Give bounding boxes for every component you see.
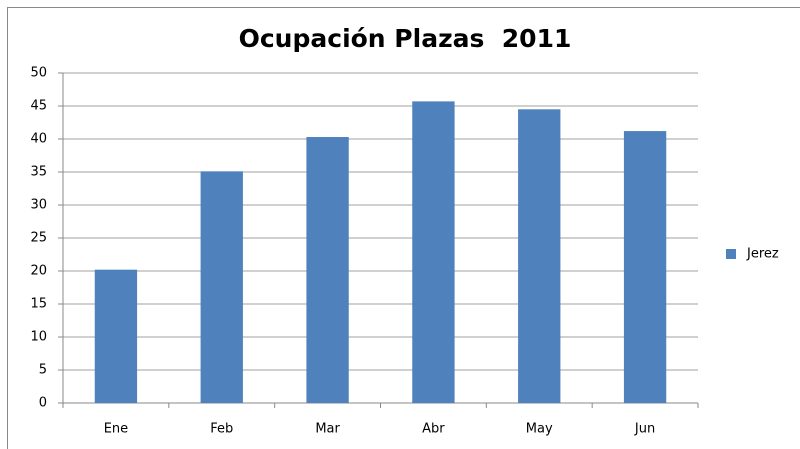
y-tick-label: 15 [30, 297, 47, 312]
x-tick-label: Feb [210, 422, 233, 437]
x-tick-label: Ene [104, 422, 128, 437]
x-tick-label: Jun [634, 422, 655, 437]
y-tick-label: 25 [30, 231, 47, 246]
y-tick-label: 20 [30, 264, 47, 279]
y-tick-label: 10 [30, 330, 47, 345]
legend-swatch [726, 249, 736, 259]
y-tick-label: 50 [30, 66, 47, 81]
y-tick-label: 30 [30, 198, 47, 213]
bar [623, 131, 667, 403]
y-tick-label: 0 [39, 396, 47, 411]
x-tick-label: Abr [422, 422, 445, 437]
bar [412, 101, 455, 403]
x-tick-label: Mar [315, 422, 340, 437]
chart-frame [7, 7, 800, 449]
y-tick-label: 45 [30, 99, 47, 114]
bar [518, 109, 561, 404]
y-tick-label: 40 [30, 132, 47, 147]
chart-title: Ocupación Plazas 2011 [239, 24, 572, 53]
y-tick-label: 5 [39, 363, 47, 378]
bar [306, 137, 349, 403]
x-tick-label: May [526, 422, 553, 437]
bar [200, 171, 243, 403]
y-tick-label: 35 [30, 165, 47, 180]
bar [94, 269, 138, 403]
legend-label: Jerez [746, 247, 779, 262]
